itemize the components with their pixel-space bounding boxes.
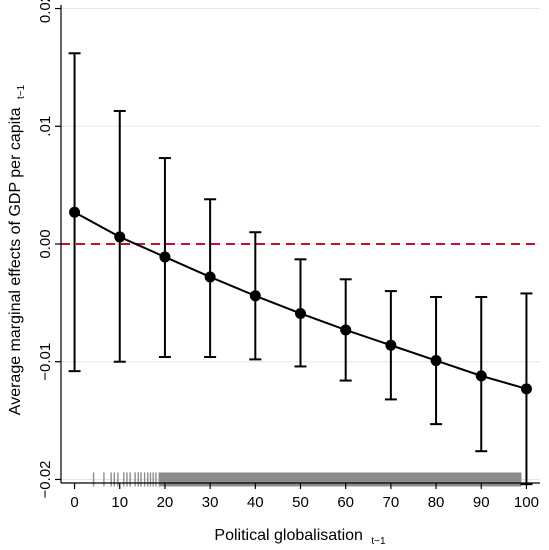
x-tick-label: 70 [383, 494, 400, 511]
x-tick-label: 90 [473, 494, 490, 511]
y-axis-title: Average marginal effects of GDP per capi… [7, 84, 27, 415]
y-tick-label: .01 [37, 116, 54, 137]
y-tick-label: 0.02 [37, 0, 54, 23]
estimate-point [520, 383, 532, 395]
estimate-point [385, 339, 397, 351]
rug-band [158, 472, 522, 487]
estimate-point [475, 370, 487, 382]
y-tick-label: −0.01 [37, 343, 54, 381]
estimate-point [295, 307, 306, 319]
x-tick-label: 50 [292, 494, 309, 511]
estimate-point [69, 206, 81, 218]
x-axis-title: Political globalisation t−1 [214, 527, 386, 547]
tick-labels: 0 10 20 30 40 50 60 70 80 90 100 −0.02 −0.01 0.00 .01 0… [37, 0, 539, 511]
x-tick-label: 60 [337, 494, 354, 511]
estimate-point [114, 231, 126, 243]
x-tick-label: 30 [202, 494, 219, 511]
x-axis-title-text: Political globalisation [214, 527, 363, 544]
x-tick-label: 10 [111, 494, 128, 511]
x-tick-label: 0 [70, 494, 78, 511]
x-tick-label: 40 [247, 494, 264, 511]
axes [55, 5, 540, 489]
series-layer [68, 52, 533, 486]
x-tick-label: 20 [157, 494, 174, 511]
estimate-point [340, 324, 352, 336]
y-tick-label: −0.02 [37, 460, 54, 498]
estimate-point [204, 271, 216, 283]
estimate-point [159, 251, 171, 263]
estimate-point [430, 355, 442, 367]
x-tick-label: 80 [428, 494, 445, 511]
x-axis-title-subscript: t−1 [371, 536, 386, 547]
y-axis-title-text: Average marginal effects of GDP per capi… [7, 107, 24, 415]
y-axis-title-subscript: t−1 [16, 84, 27, 99]
estimate-point [249, 290, 261, 302]
y-tick-label: 0.00 [37, 229, 54, 258]
x-tick-label: 100 [514, 494, 539, 511]
